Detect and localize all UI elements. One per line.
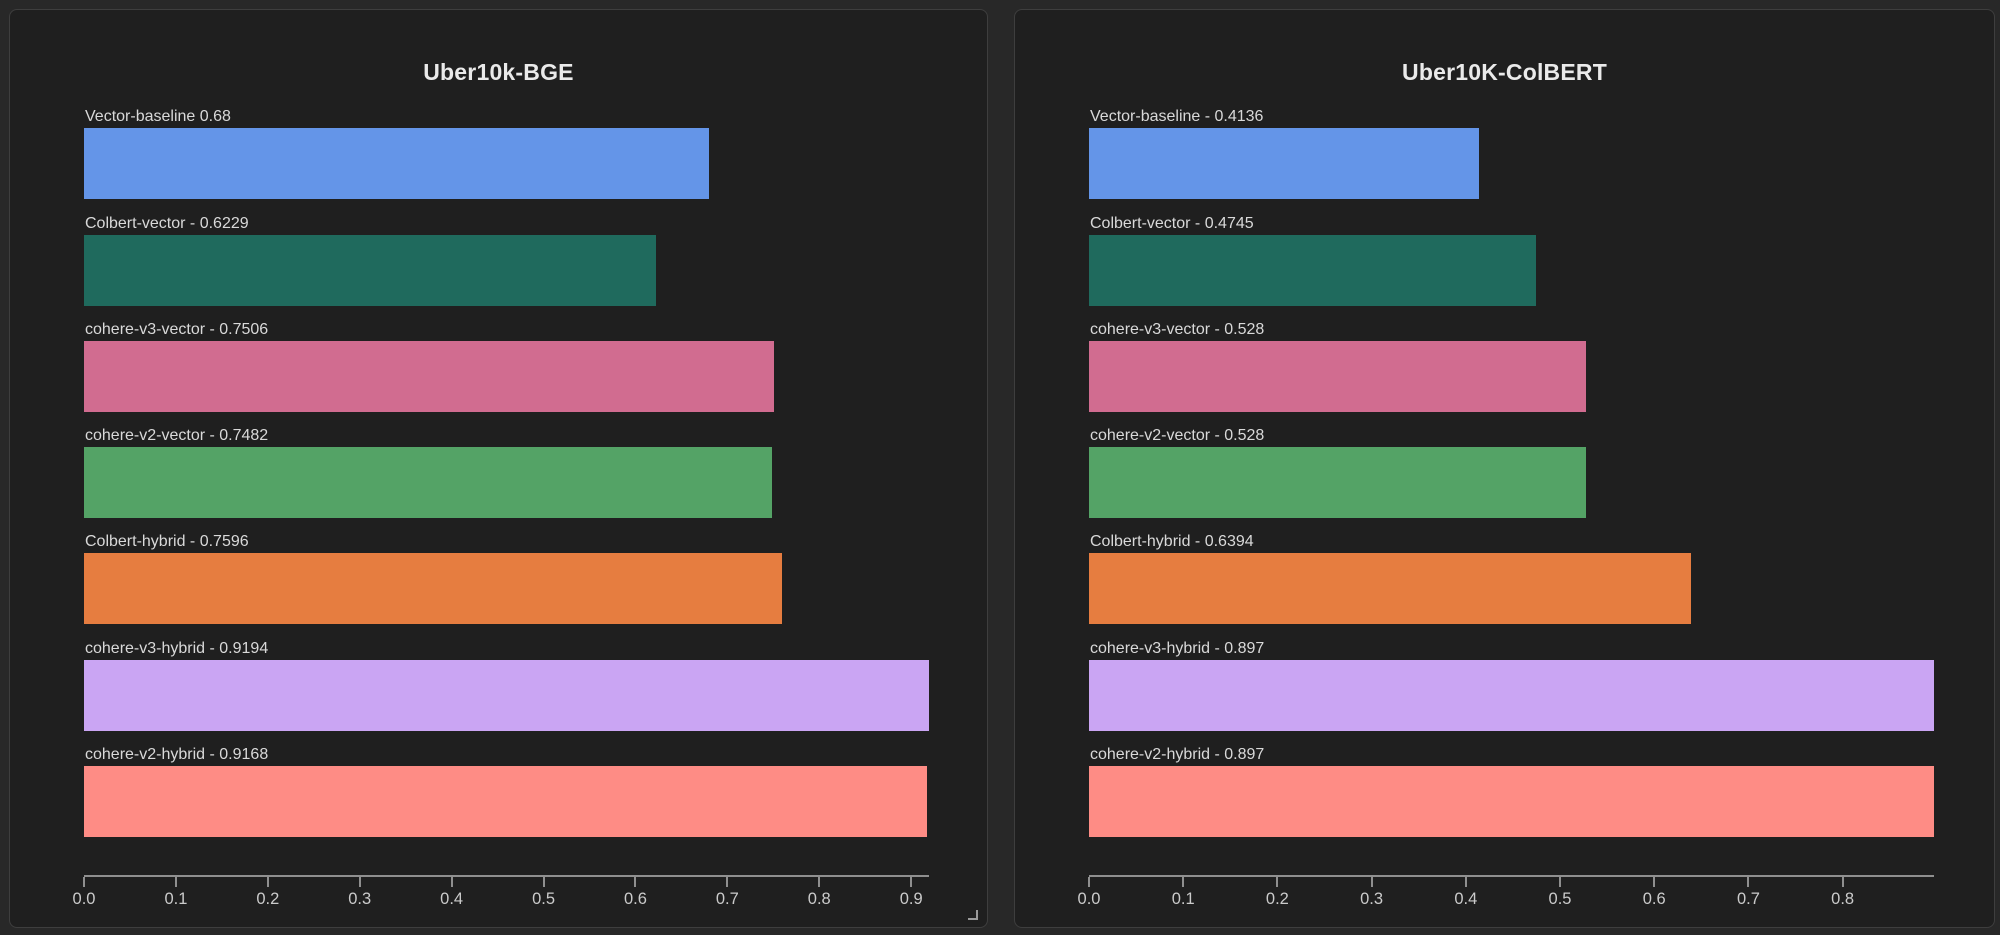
axis-tick <box>1370 877 1373 887</box>
axis-tick <box>174 877 177 887</box>
bar <box>84 340 774 412</box>
axis-tick <box>358 877 361 887</box>
axis-tick <box>818 877 821 887</box>
axis-tick <box>1747 877 1750 887</box>
axis-tick-label: 0.5 <box>532 890 555 908</box>
bar-label: cohere-v3-hybrid - 0.897 <box>1090 639 1265 657</box>
axis-tick-label: 0.7 <box>1736 890 1760 908</box>
bar <box>1089 553 1692 625</box>
bar-label: cohere-v3-hybrid - 0.9194 <box>85 639 269 657</box>
axis-tick <box>450 877 453 887</box>
axis-tick <box>1276 877 1279 887</box>
bar <box>84 553 783 625</box>
bar-rows: Vector-baseline 0.68 Colbert-vector - 0.6… <box>84 93 929 838</box>
chart-panel-uber10k-bge: Uber10k-BGE Vector-baseline 0.68 Colbert-… <box>9 9 988 928</box>
chart-title: Uber10k-BGE <box>423 59 574 85</box>
bar-label: cohere-v2-hybrid - 0.897 <box>1090 746 1265 764</box>
axis-tick-label: 0.0 <box>72 890 96 908</box>
bar-row: Colbert-hybrid - 0.6394 <box>1089 518 1934 625</box>
bar-row: cohere-v2-hybrid - 0.897 <box>1089 731 1934 838</box>
bar-row: cohere-v3-vector - 0.528 <box>1089 306 1934 412</box>
bar <box>1089 766 1934 838</box>
bar-label: Colbert-hybrid - 0.7596 <box>85 533 249 551</box>
axis-tick <box>1464 877 1467 887</box>
axis-tick-label: 0.3 <box>1360 890 1384 908</box>
axis-tick <box>726 877 729 887</box>
bar-label: cohere-v2-hybrid - 0.9168 <box>85 746 269 764</box>
axis-tick-label: 0.8 <box>807 890 831 908</box>
axis-tick-label: 0.1 <box>164 890 188 908</box>
bar-rows: Vector-baseline - 0.4136 Colbert-vector -… <box>1089 93 1934 838</box>
axis-tick <box>266 877 269 887</box>
bar-row: cohere-v2-hybrid - 0.9168 <box>84 731 929 838</box>
axis-tick-label: 0.7 <box>715 890 739 908</box>
axis-tick-label: 0.2 <box>256 890 280 908</box>
axis-tick <box>1841 877 1844 887</box>
bar-row: cohere-v2-vector - 0.528 <box>1089 412 1934 519</box>
bar-label: cohere-v2-vector - 0.7482 <box>85 427 269 445</box>
bar-row: Vector-baseline - 0.4136 <box>1089 93 1934 200</box>
bar-row: Colbert-hybrid - 0.7596 <box>84 518 929 625</box>
bar-row: Vector-baseline 0.68 <box>84 93 929 200</box>
bar <box>84 447 772 519</box>
axis-tick-label: 0.6 <box>623 890 647 908</box>
x-axis: 0.0 0.1 0.2 0.3 0.4 0.5 0.6 0.7 0.8 <box>1078 875 1934 908</box>
bar-label: Colbert-vector - 0.6229 <box>85 214 249 232</box>
bar <box>1089 659 1934 731</box>
bar <box>1089 234 1536 306</box>
axis-tick-label: 0.1 <box>1171 890 1195 908</box>
bar-label: cohere-v2-vector - 0.528 <box>1090 427 1265 445</box>
bar-row: Colbert-vector - 0.6229 <box>84 199 929 306</box>
bar-row: cohere-v3-hybrid - 0.897 <box>1089 624 1934 731</box>
axis-tick <box>1559 877 1561 887</box>
axis-tick-label: 0.4 <box>1454 890 1478 908</box>
chart-panel-uber10k-colbert: Uber10K-ColBERT Vector-baseline - 0.4136… <box>1014 9 1995 928</box>
bar-label: Vector-baseline - 0.4136 <box>1090 108 1264 126</box>
axis-tick-label: 0.8 <box>1831 890 1855 908</box>
bar-label: Colbert-hybrid - 0.6394 <box>1090 533 1254 551</box>
axis-tick <box>634 877 637 887</box>
axis-tick <box>1088 877 1090 887</box>
bar <box>1089 128 1479 200</box>
axis-tick-label: 0.4 <box>440 890 464 908</box>
axis-tick-label: 0.3 <box>348 890 372 908</box>
axis-tick <box>542 877 545 887</box>
resize-handle-icon[interactable] <box>968 910 978 920</box>
x-axis: 0.0 0.1 0.2 0.3 0.4 0.5 0.6 0.7 0.8 0.9 <box>73 875 929 908</box>
axis-tick <box>1653 877 1656 887</box>
bar-row: cohere-v3-hybrid - 0.9194 <box>84 624 929 731</box>
bar-label: cohere-v3-vector - 0.528 <box>1090 320 1265 338</box>
axis-tick-label: 0.5 <box>1548 890 1572 908</box>
bar <box>84 766 927 838</box>
axis-tick-label: 0.0 <box>1077 890 1101 908</box>
bar <box>84 234 657 306</box>
axis-tick <box>83 877 85 887</box>
chart-title: Uber10K-ColBERT <box>1402 59 1607 85</box>
axis-tick <box>1182 877 1185 887</box>
bar-row: Colbert-vector - 0.4745 <box>1089 199 1934 306</box>
bar-row: cohere-v2-vector - 0.7482 <box>84 412 929 519</box>
axis-tick-label: 0.9 <box>899 890 923 908</box>
bar-label: Vector-baseline 0.68 <box>85 108 231 126</box>
axis-tick-label: 0.2 <box>1265 890 1289 908</box>
bar-row: cohere-v3-vector - 0.7506 <box>84 306 929 412</box>
bar-label: cohere-v3-vector - 0.7506 <box>85 320 269 338</box>
bar-label: Colbert-vector - 0.4745 <box>1090 214 1254 232</box>
bar <box>1089 447 1587 519</box>
bar <box>84 128 709 200</box>
bar <box>1089 340 1587 412</box>
axis-tick <box>910 877 913 887</box>
axis-tick-label: 0.6 <box>1642 890 1666 908</box>
bar <box>84 659 929 731</box>
